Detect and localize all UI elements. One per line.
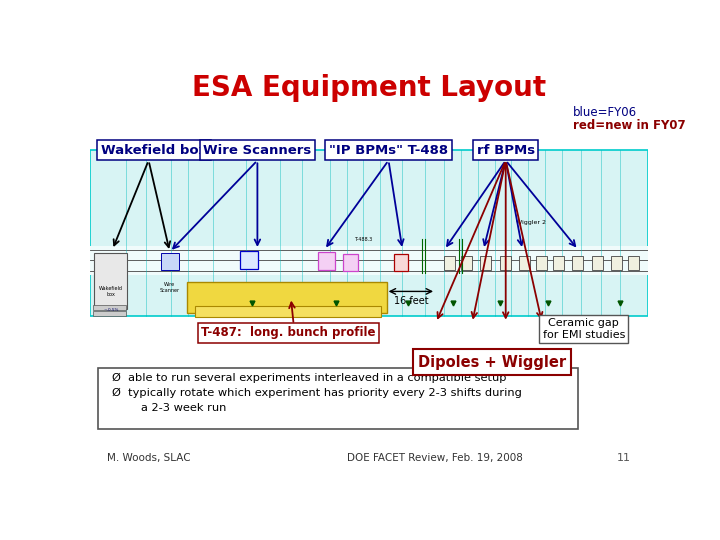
FancyBboxPatch shape: [394, 254, 408, 271]
Text: Ø  typically rotate which experiment has priority every 2-3 shifts during: Ø typically rotate which experiment has …: [112, 388, 522, 399]
Text: Wiggler 2: Wiggler 2: [516, 220, 546, 225]
Text: T-487:  long. bunch profile: T-487: long. bunch profile: [201, 327, 375, 340]
FancyBboxPatch shape: [572, 255, 583, 270]
Text: Dipoles + Wiggler: Dipoles + Wiggler: [418, 355, 566, 369]
FancyBboxPatch shape: [536, 255, 547, 270]
FancyBboxPatch shape: [90, 150, 648, 316]
FancyBboxPatch shape: [444, 255, 455, 270]
FancyBboxPatch shape: [94, 253, 127, 309]
Text: "IP BPMs" T-488: "IP BPMs" T-488: [329, 144, 448, 157]
Text: Ø  able to run several experiments interleaved in a compatible setup: Ø able to run several experiments interl…: [112, 373, 507, 383]
FancyBboxPatch shape: [195, 306, 381, 317]
Text: rf BPMs: rf BPMs: [477, 144, 535, 157]
Text: ESA Equipment Layout: ESA Equipment Layout: [192, 73, 546, 102]
FancyBboxPatch shape: [480, 255, 491, 270]
FancyBboxPatch shape: [240, 251, 258, 269]
Text: Wire Scanners: Wire Scanners: [203, 144, 312, 157]
FancyBboxPatch shape: [93, 305, 126, 310]
Text: DOE FACET Review, Feb. 19, 2008: DOE FACET Review, Feb. 19, 2008: [347, 453, 523, 463]
FancyBboxPatch shape: [461, 255, 472, 270]
FancyBboxPatch shape: [161, 253, 179, 270]
Text: 16 feet: 16 feet: [394, 296, 428, 306]
Text: ~-0.5%: ~-0.5%: [104, 308, 120, 312]
FancyBboxPatch shape: [611, 255, 622, 270]
FancyBboxPatch shape: [343, 254, 359, 271]
Text: a 2-3 week run: a 2-3 week run: [112, 403, 227, 413]
Text: red=new in FY07: red=new in FY07: [572, 119, 685, 132]
Text: Wakefield box: Wakefield box: [101, 144, 207, 157]
Text: Ceramic gap
for EMI studies: Ceramic gap for EMI studies: [543, 318, 625, 340]
FancyBboxPatch shape: [186, 282, 387, 313]
FancyBboxPatch shape: [90, 246, 648, 275]
Text: Wakefield
box: Wakefield box: [99, 286, 122, 297]
Text: Wire
Scanner: Wire Scanner: [160, 282, 180, 293]
Text: 11: 11: [617, 453, 631, 463]
FancyBboxPatch shape: [552, 255, 564, 270]
FancyBboxPatch shape: [318, 252, 335, 270]
FancyBboxPatch shape: [93, 312, 126, 316]
Text: blue=FY06: blue=FY06: [572, 106, 636, 119]
FancyBboxPatch shape: [519, 255, 530, 270]
FancyBboxPatch shape: [628, 255, 639, 270]
Text: T-488.3: T-488.3: [354, 237, 372, 241]
FancyBboxPatch shape: [500, 255, 510, 270]
Text: M. Woods, SLAC: M. Woods, SLAC: [107, 453, 190, 463]
FancyBboxPatch shape: [99, 368, 578, 429]
FancyBboxPatch shape: [592, 255, 603, 270]
